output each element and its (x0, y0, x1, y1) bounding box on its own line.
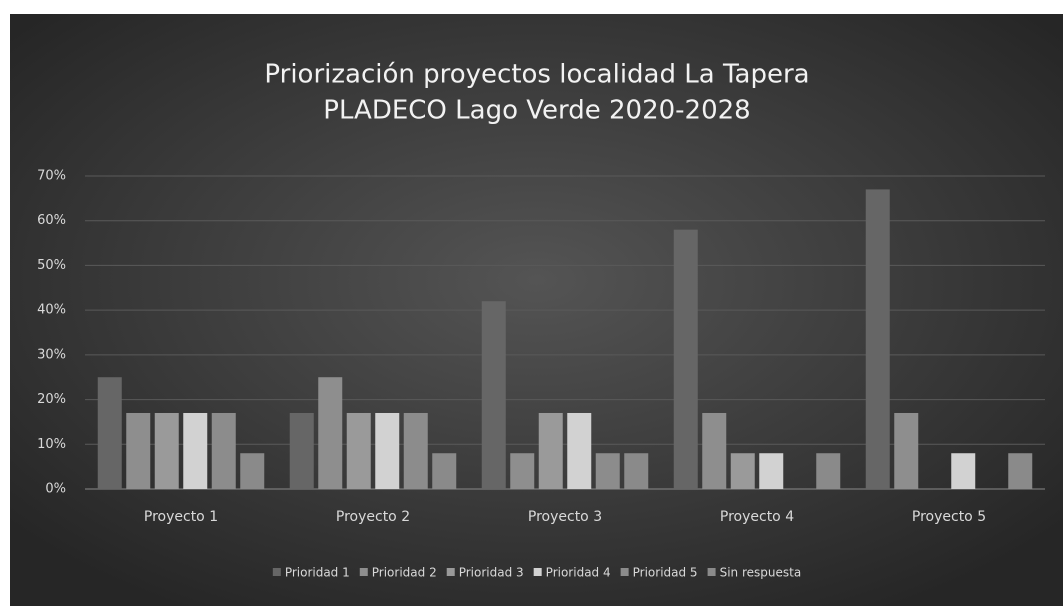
legend-label: Prioridad 3 (459, 566, 524, 580)
y-tick-label: 50% (37, 258, 66, 273)
bar (97, 377, 122, 489)
legend-swatch (620, 568, 629, 576)
legend-label: Sin respuesta (720, 566, 802, 580)
bar (183, 412, 208, 489)
bar (432, 453, 457, 489)
bar (624, 453, 649, 489)
bar (126, 412, 151, 489)
bar (318, 377, 343, 489)
bar (481, 301, 506, 489)
bar (730, 453, 755, 489)
legend-label: Prioridad 2 (372, 566, 437, 580)
bar (567, 412, 592, 489)
legend-label: Prioridad 1 (285, 566, 350, 580)
bar (865, 189, 890, 489)
y-tick-label: 60% (37, 213, 66, 228)
legend-swatch (533, 568, 542, 576)
legend-swatch (272, 568, 281, 576)
y-tick-label: 20% (37, 392, 66, 407)
y-tick-label: 70% (37, 169, 66, 184)
bar (673, 229, 698, 489)
bar (403, 412, 428, 489)
bar (346, 412, 371, 489)
bar (211, 412, 236, 489)
x-tick-label: Proyecto 5 (912, 509, 986, 525)
legend-swatch (446, 568, 455, 576)
y-tick-label: 40% (37, 303, 66, 318)
bar (538, 412, 563, 489)
bar (951, 453, 976, 489)
y-tick-label: 30% (37, 347, 66, 362)
bar (595, 453, 620, 489)
legend-label: Prioridad 5 (633, 566, 698, 580)
legend-swatch (359, 568, 368, 576)
x-tick-label: Proyecto 3 (528, 509, 602, 525)
bar (375, 412, 400, 489)
bar (816, 453, 841, 489)
bar (510, 453, 535, 489)
chart-title: Priorización proyectos localidad La Tape… (264, 60, 809, 90)
y-tick-label: 0% (45, 482, 66, 497)
bar (154, 412, 179, 489)
bar (289, 412, 314, 489)
bar (759, 453, 784, 489)
y-tick-label: 10% (37, 437, 66, 452)
chart-title: PLADECO Lago Verde 2020-2028 (323, 96, 750, 126)
x-tick-label: Proyecto 1 (144, 509, 218, 525)
bar (702, 412, 727, 489)
bar (1008, 453, 1033, 489)
legend-swatch (707, 568, 716, 576)
legend-label: Prioridad 4 (546, 566, 611, 580)
bar (240, 453, 265, 489)
x-tick-label: Proyecto 4 (720, 509, 794, 525)
x-tick-label: Proyecto 2 (336, 509, 410, 525)
bar (894, 412, 919, 489)
